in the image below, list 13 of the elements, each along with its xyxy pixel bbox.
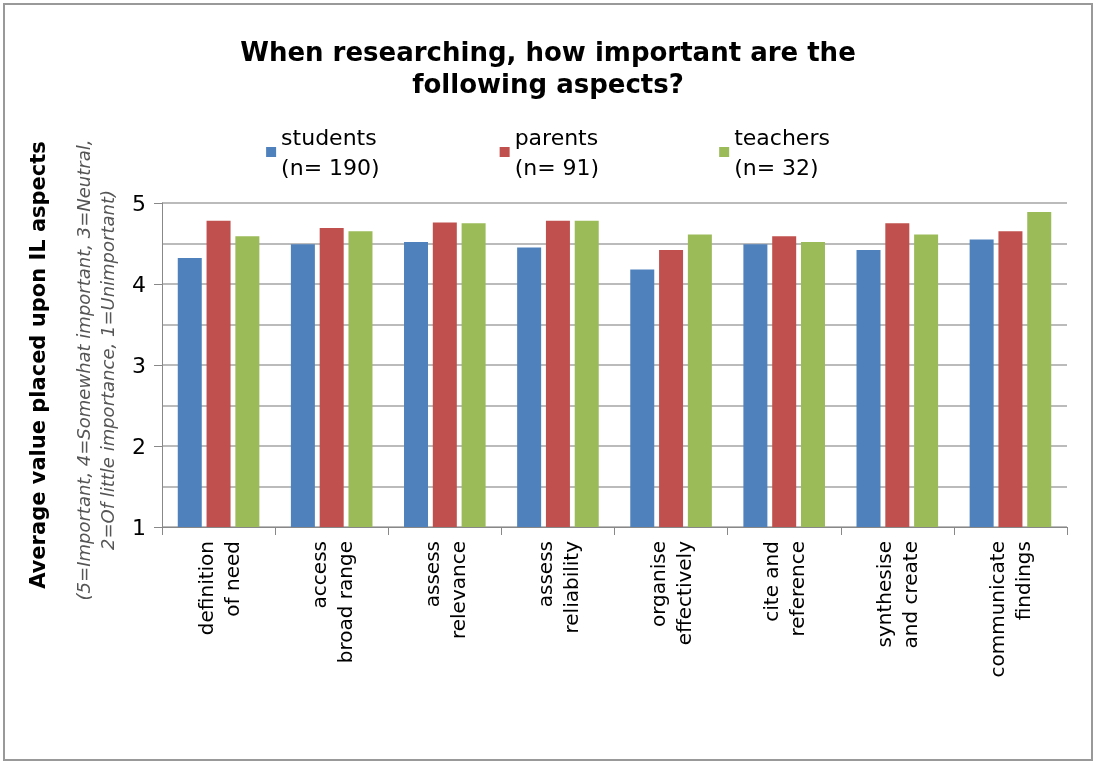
- legend-label: parents (n= 91): [514, 124, 600, 180]
- y-tick-label: 3: [132, 352, 146, 378]
- chart-title: When researching, how important are the following aspects?: [240, 37, 856, 99]
- legend-label: teachers (n= 32): [734, 124, 830, 180]
- x-tick-label: communicate findings: [985, 541, 1036, 678]
- y-tick-label: 2: [132, 433, 146, 459]
- y-tick-label: 1: [132, 514, 146, 540]
- x-tick-label: definition of need: [193, 541, 244, 636]
- y-tick-label: 4: [132, 271, 146, 297]
- y-tick-label: 5: [132, 190, 146, 216]
- y-axis-title: Average value placed upon IL aspects: [25, 141, 50, 589]
- legend-label: students (n= 190): [281, 124, 380, 180]
- text: (5=Important, 4=Somewhat important, 3=Neutral, 2=Of little importance, 1=Unimportant): [72, 139, 118, 601]
